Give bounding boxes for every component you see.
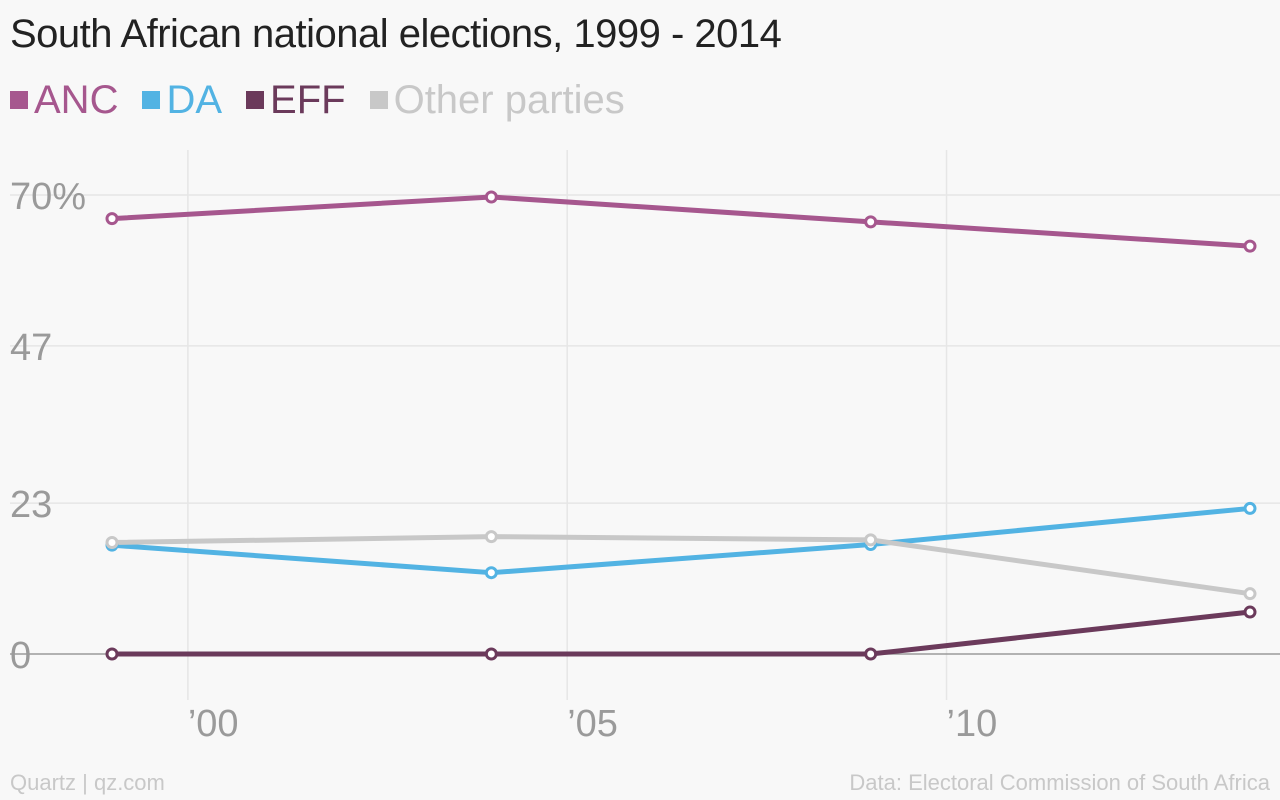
series-line-other (109, 534, 1253, 597)
series-line-da (109, 505, 1253, 576)
series-line-anc (109, 194, 1253, 249)
legend-swatch-da (142, 91, 161, 109)
data-point-da-2014 (1243, 501, 1257, 515)
data-point-anc-2014 (1243, 239, 1257, 253)
chart-title: South African national elections, 1999 -… (10, 12, 782, 56)
source-credit: Quartz | qz.com (10, 770, 165, 795)
y-tick-label-1: 23 (10, 484, 52, 526)
data-point-other-2009 (864, 533, 878, 547)
legend-label-other: Other parties (393, 77, 625, 122)
data-point-other-2004 (484, 530, 498, 544)
series-line-eff (109, 609, 1253, 657)
legend-item-da: DA (142, 78, 222, 123)
data-point-da-2004 (484, 566, 498, 580)
legend-label-eff: EFF (270, 77, 346, 122)
data-point-anc-2009 (864, 215, 878, 229)
y-tick-label-2: 47 (10, 327, 52, 369)
x-tick-label-2: ’10 (947, 703, 998, 745)
legend-item-other: Other parties (369, 77, 625, 123)
legend-label-da: DA (166, 77, 223, 122)
legend: ANC DA EFF Other parties (10, 78, 625, 122)
legend-swatch-other (369, 91, 388, 109)
data-point-eff-1999 (105, 647, 119, 661)
legend-item-eff: EFF (246, 78, 346, 123)
y-tick-label-3: 70% (10, 176, 86, 218)
data-point-eff-2004 (484, 647, 498, 661)
legend-item-anc: ANC (10, 78, 118, 123)
data-point-eff-2009 (864, 647, 878, 661)
legend-label-anc: ANC (34, 77, 119, 122)
data-source: Data: Electoral Commission of South Afri… (849, 770, 1270, 795)
data-point-other-2014 (1243, 587, 1257, 601)
data-point-anc-1999 (105, 212, 119, 226)
x-tick-label-1: ’05 (567, 703, 618, 745)
data-point-other-1999 (105, 536, 119, 550)
data-point-eff-2014 (1243, 605, 1257, 619)
legend-swatch-eff (246, 91, 265, 109)
y-tick-label-0: 0 (10, 635, 31, 677)
x-tick-label-0: ’00 (188, 703, 239, 745)
data-point-anc-2004 (484, 190, 498, 204)
legend-swatch-anc (10, 91, 28, 109)
